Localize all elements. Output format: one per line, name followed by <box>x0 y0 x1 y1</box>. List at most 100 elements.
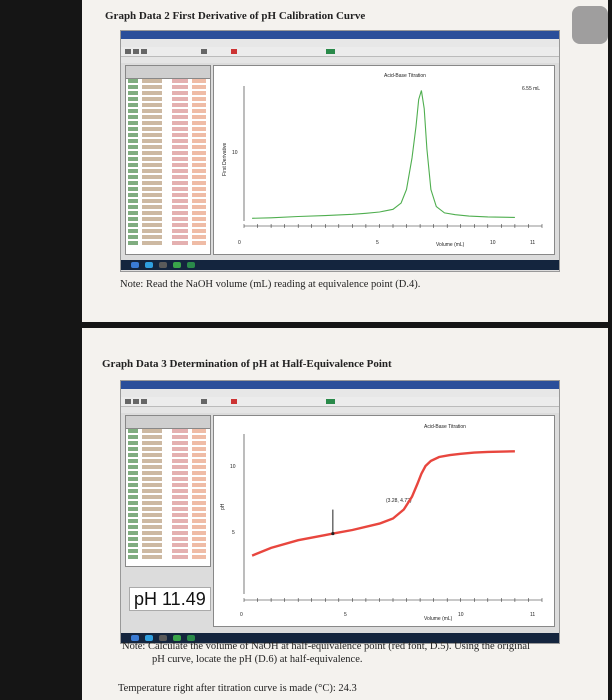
camera-glare <box>572 6 608 44</box>
table-cell <box>192 199 206 203</box>
table-cell <box>192 91 206 95</box>
folder-icon[interactable] <box>159 262 167 268</box>
x-tick-label: 11 <box>530 240 535 246</box>
app-icon[interactable] <box>173 262 181 268</box>
table-cell <box>192 489 206 493</box>
table-cell <box>192 175 206 179</box>
table-row <box>126 471 210 476</box>
y-tick-label: 10 <box>230 464 236 470</box>
table-cell <box>128 471 138 475</box>
table-cell <box>172 127 188 131</box>
table-cell <box>172 151 188 155</box>
table-cell <box>142 133 162 137</box>
table-cell <box>142 525 162 529</box>
table-cell <box>128 549 138 553</box>
table-cell <box>128 145 138 149</box>
table-cell <box>172 525 188 529</box>
table-cell <box>172 223 188 227</box>
save-file-icon[interactable] <box>141 49 147 54</box>
graph-pane-2[interactable]: Acid-Base Titration pH Volume (mL) (3.28… <box>213 415 555 627</box>
table-cell <box>142 495 162 499</box>
table-cell <box>128 199 138 203</box>
table-cell <box>172 79 188 83</box>
table-row <box>126 175 210 180</box>
app-icon[interactable] <box>187 635 195 641</box>
table-cell <box>172 483 188 487</box>
os-taskbar <box>121 260 559 270</box>
equivalence-annotation: 6.55 mL <box>522 86 540 92</box>
table-cell <box>172 133 188 137</box>
x-tick-label: 5 <box>344 612 347 618</box>
collect-icon[interactable] <box>326 399 335 404</box>
new-file-icon[interactable] <box>125 399 131 404</box>
table-row <box>126 241 210 246</box>
open-file-icon[interactable] <box>133 49 139 54</box>
app-icon[interactable] <box>187 262 195 268</box>
tool-icon[interactable] <box>201 49 207 54</box>
table-cell <box>192 519 206 523</box>
table-cell <box>192 459 206 463</box>
table-row <box>126 543 210 548</box>
y-axis-label: pH <box>220 503 226 510</box>
table-cell <box>192 429 206 433</box>
table-row <box>126 501 210 506</box>
table-cell <box>142 501 162 505</box>
table-cell <box>192 85 206 89</box>
table-cell <box>172 441 188 445</box>
table-row <box>126 115 210 120</box>
table-cell <box>172 537 188 541</box>
browser-icon[interactable] <box>145 262 153 268</box>
browser-icon[interactable] <box>145 635 153 641</box>
table-row <box>126 223 210 228</box>
table-row <box>126 145 210 150</box>
data-table-1[interactable] <box>125 65 211 255</box>
graph-data-2-heading: Graph Data 2 First Derivative of pH Cali… <box>105 10 366 22</box>
table-cell <box>128 459 138 463</box>
table-row <box>126 459 210 464</box>
table-cell <box>128 91 138 95</box>
window-menubar <box>121 39 559 47</box>
table-cell <box>192 549 206 553</box>
document-page-2: Graph Data 3 Determination of pH at Half… <box>82 328 608 700</box>
table-cell <box>192 151 206 155</box>
table-cell <box>128 115 138 119</box>
x-tick-label: 10 <box>490 240 496 246</box>
new-file-icon[interactable] <box>125 49 131 54</box>
table-cell <box>192 103 206 107</box>
table-row <box>126 453 210 458</box>
half-equivalence-annotation: (3.28, 4.72) <box>386 498 412 504</box>
table-row <box>126 163 210 168</box>
table-cell <box>128 217 138 221</box>
folder-icon[interactable] <box>159 635 167 641</box>
table-row <box>126 519 210 524</box>
ph-chart: Acid-Base Titration pH Volume (mL) (3.28… <box>220 424 543 622</box>
os-taskbar <box>121 633 559 643</box>
app-icon[interactable] <box>173 635 181 641</box>
table-cell <box>128 531 138 535</box>
table-cell <box>142 139 162 143</box>
stop-icon[interactable] <box>231 399 237 404</box>
table-cell <box>142 97 162 101</box>
start-icon[interactable] <box>131 262 139 268</box>
graph-pane-1[interactable]: Acid-Base Titration First Derivative Vol… <box>213 65 555 255</box>
page2-note-line2: pH curve, locate the pH (D.6) at half-eq… <box>152 654 363 665</box>
table-row <box>126 139 210 144</box>
y-tick-label: 10 <box>232 150 238 156</box>
table-cell <box>192 525 206 529</box>
start-icon[interactable] <box>131 635 139 641</box>
table-cell <box>172 555 188 559</box>
table-row <box>126 483 210 488</box>
tool-icon[interactable] <box>201 399 207 404</box>
table-cell <box>142 441 162 445</box>
x-tick-label: 10 <box>458 612 464 618</box>
table-cell <box>128 169 138 173</box>
collect-icon[interactable] <box>326 49 335 54</box>
save-file-icon[interactable] <box>141 399 147 404</box>
open-file-icon[interactable] <box>133 399 139 404</box>
data-table-2[interactable] <box>125 415 211 567</box>
table-cell <box>128 447 138 451</box>
table-cell <box>192 169 206 173</box>
table-cell <box>128 157 138 161</box>
window-subbar <box>121 407 559 413</box>
stop-icon[interactable] <box>231 49 237 54</box>
